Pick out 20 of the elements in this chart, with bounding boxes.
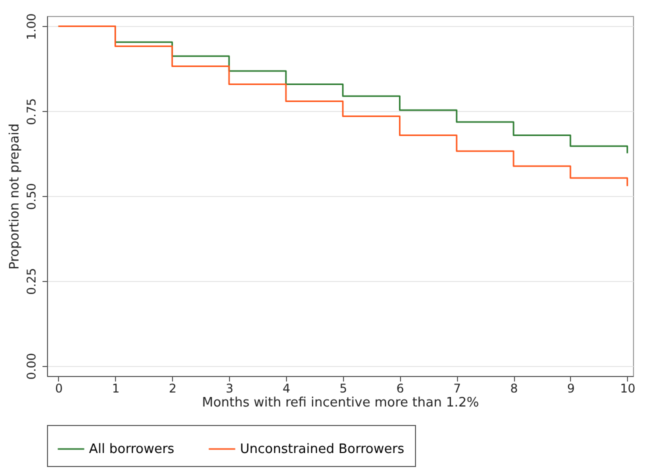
y-tick-label: 0.00 <box>24 352 38 380</box>
y-tick-label: 1.00 <box>24 13 38 40</box>
x-axis-title: Months with refi incentive more than 1.2% <box>202 396 480 410</box>
y-tick-label: 0.25 <box>24 268 38 295</box>
x-tick-label: 7 <box>453 382 461 396</box>
x-tick-label: 1 <box>112 382 120 396</box>
legend-label: All borrowers <box>89 442 175 457</box>
y-tick-label: 0.75 <box>24 98 38 125</box>
y-axis-title: Proportion not prepaid <box>8 123 22 270</box>
x-tick-label: 8 <box>510 382 518 396</box>
x-tick-label: 2 <box>168 382 176 396</box>
x-tick-label: 3 <box>226 382 234 396</box>
y-tick-label: 0.50 <box>24 183 38 210</box>
legend-label: Unconstrained Borrowers <box>240 442 404 457</box>
x-tick-label: 9 <box>567 382 575 396</box>
x-tick-label: 0 <box>55 382 63 396</box>
x-tick-label: 6 <box>396 382 404 396</box>
x-tick-label: 4 <box>282 382 290 396</box>
x-tick-label: 10 <box>620 382 636 396</box>
x-tick-label: 5 <box>340 382 348 396</box>
